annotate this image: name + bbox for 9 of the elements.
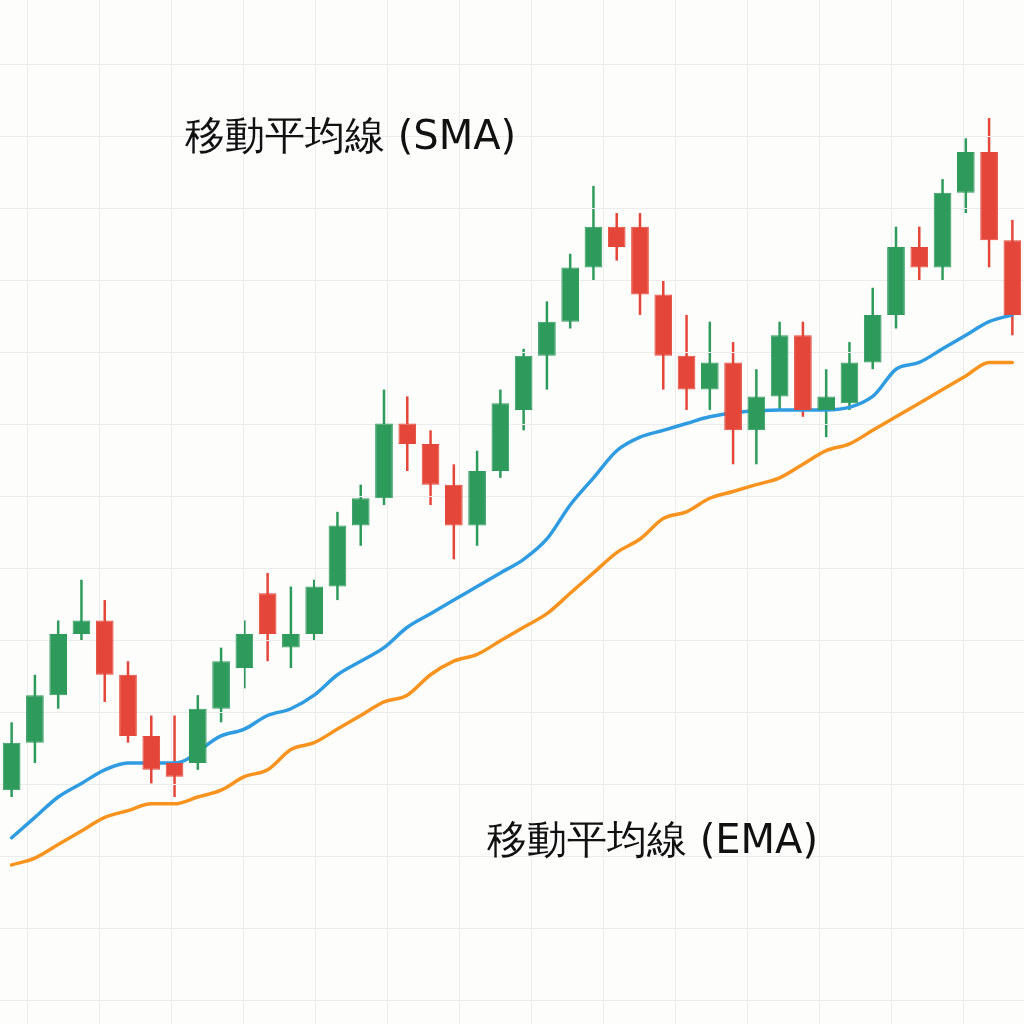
candlestick <box>72 578 91 643</box>
annotation: 移動平均線 (SMA) <box>185 111 517 160</box>
text: 移動平均線 (EMA) <box>487 815 819 864</box>
candlestick <box>817 367 836 439</box>
candlestick <box>398 395 417 473</box>
candlestick <box>910 225 929 283</box>
candlestick <box>282 585 300 670</box>
candlestick <box>607 211 626 262</box>
candlestick <box>165 714 184 799</box>
